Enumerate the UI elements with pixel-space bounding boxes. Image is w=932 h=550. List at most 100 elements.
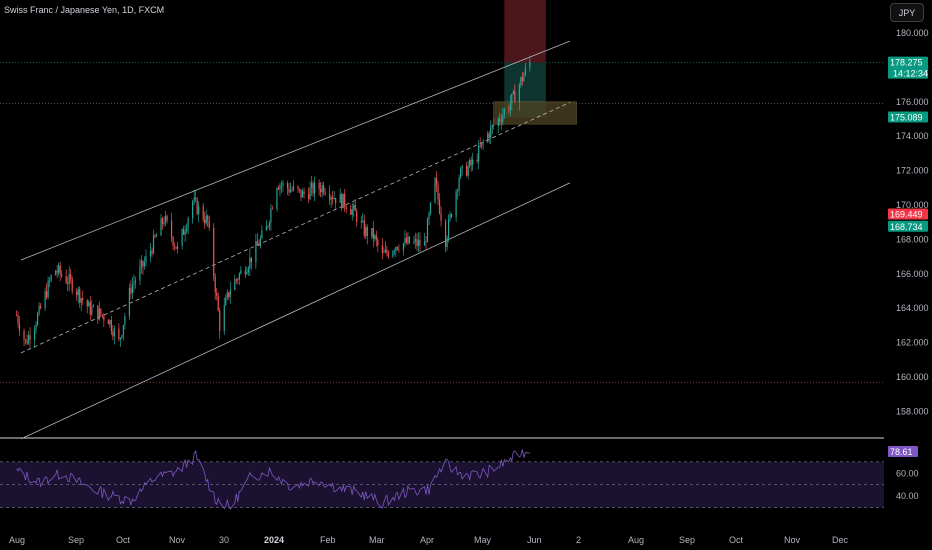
candle (373, 228, 374, 239)
candle (266, 226, 267, 230)
rsi-tick-label: 60.00 (896, 468, 919, 478)
candle (281, 185, 282, 186)
candle (440, 213, 441, 221)
candle (246, 272, 247, 274)
time-tick-label: Sep (679, 535, 695, 545)
candle (510, 103, 511, 110)
candle (409, 237, 410, 243)
candle (153, 235, 154, 253)
candle (343, 194, 344, 208)
candle (60, 265, 61, 273)
candle (162, 219, 163, 224)
time-tick-label: Nov (169, 535, 186, 545)
candle (81, 298, 82, 303)
price-tick-label: 158.000 (896, 406, 929, 416)
candle (514, 91, 515, 102)
candle (78, 289, 79, 295)
candle (468, 167, 469, 176)
candle (166, 216, 167, 221)
candle (419, 240, 420, 246)
candle (224, 305, 225, 331)
candle (19, 324, 20, 331)
candle (424, 241, 425, 245)
candle (356, 211, 357, 222)
candle (308, 194, 309, 199)
candle (16, 315, 17, 316)
candle (177, 246, 178, 249)
candle (142, 261, 143, 267)
candle (403, 243, 404, 250)
candle (459, 178, 460, 191)
candle (457, 191, 458, 192)
candle (525, 67, 526, 74)
time-tick-label: May (474, 535, 492, 545)
price-tick-label: 172.000 (896, 166, 929, 176)
candle (267, 226, 268, 227)
time-tick-label: Aug (9, 535, 25, 545)
candle (133, 283, 134, 285)
price-label-text: 169.449 (890, 209, 923, 219)
candle (371, 228, 372, 236)
candle (145, 256, 146, 262)
candle (523, 74, 524, 81)
price-label-text: 178.275 (890, 58, 923, 68)
candle (448, 219, 449, 238)
price-label-text: 175.089 (890, 112, 923, 122)
candle (418, 240, 419, 246)
candle (103, 316, 104, 321)
candle (508, 109, 509, 110)
candle (192, 202, 193, 219)
candle (309, 188, 310, 199)
candle (404, 238, 405, 243)
time-tick-label: Feb (320, 535, 336, 545)
candle (471, 160, 472, 165)
candle (288, 188, 289, 192)
candle (395, 247, 396, 251)
candle (93, 305, 94, 307)
price-tick-label: 166.000 (896, 269, 929, 279)
candle (82, 298, 83, 300)
candle (382, 245, 383, 252)
candle (48, 281, 49, 298)
candle (325, 192, 326, 193)
time-tick-label: Jun (527, 535, 542, 545)
candle (118, 329, 119, 340)
candle (299, 189, 300, 190)
candle (108, 320, 109, 324)
candle (355, 205, 356, 211)
candle (341, 194, 342, 208)
candle (76, 291, 77, 295)
candle (174, 246, 175, 247)
candle (249, 257, 250, 268)
candle (504, 109, 505, 115)
candle (407, 237, 408, 244)
candle (362, 221, 363, 222)
candle (460, 169, 461, 178)
time-tick-label: Apr (420, 535, 434, 545)
candle (186, 228, 187, 231)
candle (427, 219, 428, 242)
candle (49, 280, 50, 281)
candle (209, 221, 210, 228)
candle (472, 160, 473, 165)
candle (260, 238, 261, 246)
candle (46, 291, 47, 297)
candle (332, 197, 333, 199)
candle (251, 257, 252, 262)
candle (276, 188, 277, 209)
candle (171, 221, 172, 238)
candle (206, 216, 207, 224)
candle (130, 288, 131, 293)
candle (40, 306, 41, 308)
candle (139, 267, 140, 281)
candle (394, 251, 395, 252)
price-tick-label: 162.000 (896, 338, 929, 348)
candle (490, 127, 491, 138)
candle (493, 125, 494, 126)
candle (160, 219, 161, 236)
candle (248, 269, 249, 272)
candle (430, 203, 431, 214)
candle (123, 325, 124, 335)
candle (28, 335, 29, 343)
